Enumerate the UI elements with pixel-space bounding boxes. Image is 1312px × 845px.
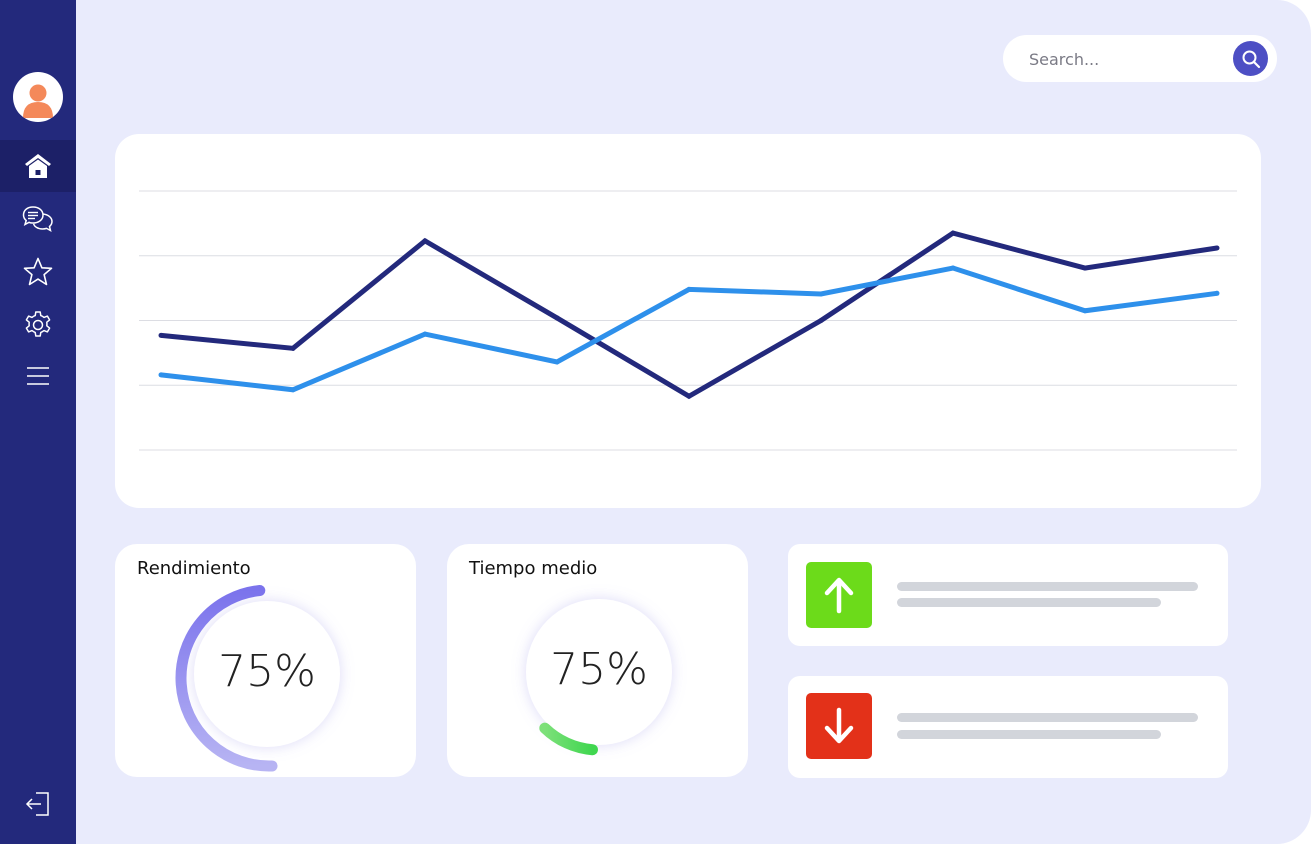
arrow-up-icon xyxy=(824,577,854,614)
tiempo-medio-value: 75% xyxy=(550,644,648,695)
rendimiento-progress-arc xyxy=(175,584,278,772)
sidebar-item-favorites[interactable] xyxy=(0,246,76,298)
rendimiento-value: 75% xyxy=(218,646,316,697)
trend-up-badge xyxy=(806,562,872,628)
placeholder-line xyxy=(897,598,1161,607)
sidebar xyxy=(0,0,76,844)
sidebar-item-home[interactable] xyxy=(0,140,76,192)
search-icon xyxy=(1242,50,1260,68)
placeholder-line xyxy=(897,730,1161,739)
series-2-point xyxy=(554,359,560,365)
rendimiento-title: Rendimiento xyxy=(137,558,251,579)
series-1-point xyxy=(818,318,824,323)
series-line-1 xyxy=(160,230,1218,400)
gear-icon xyxy=(25,311,51,337)
sidebar-item-settings[interactable] xyxy=(0,299,76,351)
trend-down-badge xyxy=(806,693,872,759)
tiempo-medio-progress-arc xyxy=(539,722,598,756)
user-icon xyxy=(23,84,53,118)
sidebar-item-menu[interactable] xyxy=(0,350,76,402)
series-1-point xyxy=(1082,265,1088,271)
series-1-point xyxy=(290,345,296,351)
sidebar-item-chat[interactable] xyxy=(0,194,76,246)
series-2-point xyxy=(1082,308,1088,314)
series-2-point xyxy=(422,331,428,337)
rendimiento-gauge xyxy=(175,584,340,772)
series-2-point xyxy=(686,286,692,292)
series-2-point xyxy=(1214,290,1220,296)
chat-bubbles-icon xyxy=(22,206,53,232)
search-bar xyxy=(1003,35,1277,84)
series-2-point xyxy=(290,387,296,393)
series-1-point xyxy=(950,230,956,236)
placeholder-line xyxy=(897,582,1198,591)
search-button[interactable] xyxy=(1233,41,1268,76)
home-icon xyxy=(25,154,51,178)
rendimiento-card: Rendimiento 75% xyxy=(115,544,416,777)
series-2-point xyxy=(818,291,824,297)
tiempo-medio-title: Tiempo medio xyxy=(469,558,598,579)
series-2-point xyxy=(950,265,956,271)
menu-icon xyxy=(27,367,49,385)
series-1-point xyxy=(422,238,428,244)
series-1-point xyxy=(158,332,164,338)
line-chart xyxy=(139,190,1237,451)
series-1-point xyxy=(554,315,560,321)
tiempo-medio-card: Tiempo medio 75% xyxy=(447,544,748,777)
trend-card-up[interactable] xyxy=(788,544,1228,646)
series-2-point xyxy=(158,372,164,378)
trend-card-down[interactable] xyxy=(788,676,1228,778)
series-1-point xyxy=(1214,245,1220,251)
avatar[interactable] xyxy=(13,72,63,122)
arrow-down-icon xyxy=(824,707,854,744)
series-1-point xyxy=(686,393,692,399)
logout-button[interactable] xyxy=(0,778,76,830)
placeholder-line xyxy=(897,713,1198,722)
tiempo-medio-gauge xyxy=(526,599,672,756)
search-input[interactable] xyxy=(1027,35,1231,84)
star-icon xyxy=(23,257,53,286)
line-chart-card xyxy=(115,134,1261,508)
logout-icon xyxy=(25,792,49,816)
